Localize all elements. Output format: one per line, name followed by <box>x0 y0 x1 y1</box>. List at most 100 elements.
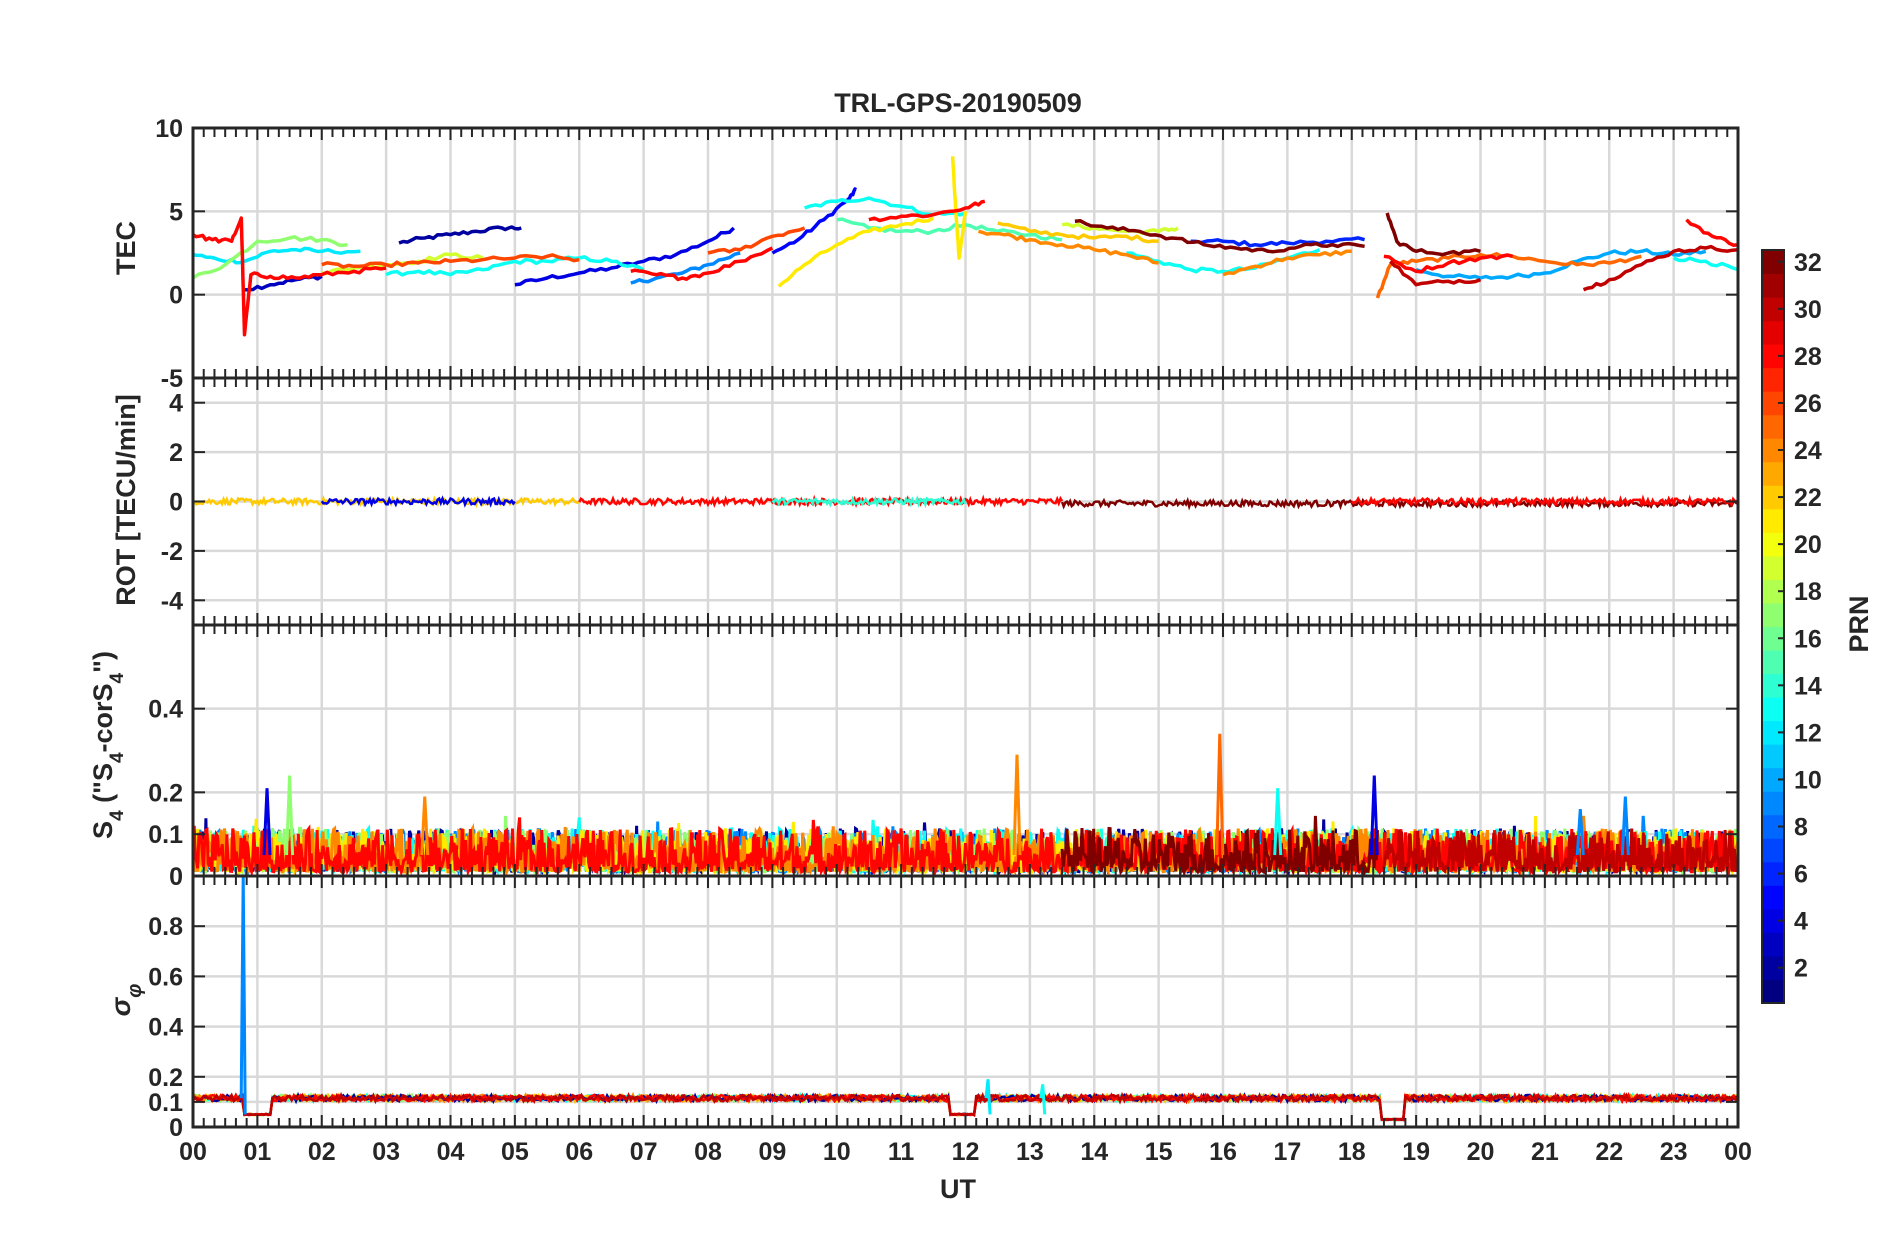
sigma-spike <box>1039 1084 1047 1115</box>
s4-peak <box>262 788 272 856</box>
tec-series-prn-13 <box>1672 256 1738 272</box>
s4-series-prn-32 <box>1060 815 1379 876</box>
colorbar-bin <box>1762 414 1784 439</box>
rot-series <box>578 494 1064 509</box>
colorbar-tick-label: 14 <box>1794 672 1822 700</box>
colorbar-bin <box>1762 273 1784 298</box>
colorbar-bin <box>1762 861 1784 886</box>
x-tick-label: 00 <box>1724 1138 1752 1166</box>
colorbar-bin <box>1762 885 1784 910</box>
sigma-spike <box>984 1079 992 1115</box>
y-tick-label: 0.1 <box>148 821 183 849</box>
y-tick-label: -4 <box>161 587 183 615</box>
x-tick-label: 23 <box>1660 1138 1688 1166</box>
x-tick-label: 04 <box>437 1138 465 1166</box>
y-tick-label: 0.8 <box>148 913 183 941</box>
tec-series-prn-30 <box>1389 260 1482 287</box>
rot-series <box>1350 494 1739 509</box>
sigma-panel: 00.10.2 0.4 0.6 0.8 <box>148 874 1740 1142</box>
colorbar-bin <box>1762 297 1784 322</box>
s4-peak <box>420 796 430 856</box>
s4-peak <box>1012 754 1022 856</box>
x-tick-label: 00 <box>179 1138 207 1166</box>
rot-series-group <box>192 494 1739 511</box>
y-tick-label: -5 <box>161 365 183 393</box>
x-tick-label: 12 <box>952 1138 980 1166</box>
colorbar-bin <box>1762 391 1784 416</box>
colorbar-border <box>1761 249 1785 1004</box>
tec-series-prn-25 <box>1375 252 1642 299</box>
x-axis: 00 01 02 03 04 05 06 07 08 09 10 11 12 13 14 15 16 17 18 19… <box>179 1138 1752 1166</box>
x-tick-label: 19 <box>1402 1138 1430 1166</box>
tec-series-prn-4 <box>514 226 736 287</box>
x-tick-label: 18 <box>1338 1138 1366 1166</box>
colorbar-bin <box>1762 532 1784 557</box>
colorbar-bin <box>1762 767 1784 792</box>
rot-axis-label: ROT [TECU/min] <box>111 394 141 605</box>
y-tick-label: 0.1 <box>148 1089 183 1117</box>
x-tick-label: 08 <box>694 1138 722 1166</box>
colorbar-bin <box>1762 461 1784 486</box>
colorbar-tick-label: 10 <box>1794 766 1822 794</box>
y-tick-label: 0.4 <box>148 1014 183 1042</box>
y-tick-label: 0 <box>169 863 183 891</box>
x-tick-label: 16 <box>1209 1138 1237 1166</box>
colorbar-bin <box>1762 367 1784 392</box>
tec-series-prn-21 <box>777 216 935 288</box>
rot-series <box>320 495 516 508</box>
colorbar-bin <box>1762 250 1784 275</box>
tec-series-prn-13 <box>385 255 645 277</box>
sigma-series-prn-30 <box>193 1091 1738 1121</box>
y-tick-label: 0.2 <box>148 1064 183 1092</box>
colorbar-bin <box>1762 555 1784 580</box>
tec-series-group <box>193 156 1738 337</box>
colorbar-bin <box>1762 438 1784 463</box>
tec-panel: -5 0 5 10 <box>155 115 1740 393</box>
tec-series-prn-24 <box>977 229 1159 265</box>
colorbar-bin <box>1762 697 1784 722</box>
tec-series-prn-28 <box>630 246 774 282</box>
s4-peak <box>1620 796 1630 856</box>
tec-series-prn-30 <box>1582 244 1738 292</box>
y-tick-label: 0 <box>169 489 183 517</box>
s4-peak <box>1215 733 1225 856</box>
colorbar-tick-label: 20 <box>1794 531 1822 559</box>
colorbar-bin <box>1762 908 1784 933</box>
x-tick-label: 13 <box>1016 1138 1044 1166</box>
tec-series-prn-32 <box>1074 219 1365 254</box>
x-axis-label: UT <box>940 1174 976 1204</box>
x-tick-label: 05 <box>501 1138 529 1166</box>
y-tick-label: 0 <box>169 282 183 310</box>
y-tick-label: -2 <box>161 538 183 566</box>
tec-series-prn-21 <box>950 156 968 260</box>
colorbar-bin <box>1762 344 1784 369</box>
colorbar-tick-label: 32 <box>1794 249 1822 277</box>
colorbar-tick-label: 8 <box>1794 814 1808 842</box>
y-tick-label: 2 <box>169 439 183 467</box>
x-tick-label: 20 <box>1467 1138 1495 1166</box>
x-tick-label: 22 <box>1595 1138 1623 1166</box>
y-tick-label: 5 <box>169 198 183 226</box>
y-tick-label: 0.6 <box>148 963 183 991</box>
rot-series <box>1060 496 1739 511</box>
tec-series-prn-2 <box>398 225 522 245</box>
sigma-spike <box>239 876 247 1115</box>
colorbar-bin <box>1762 955 1784 980</box>
x-tick-label: 11 <box>888 1138 915 1166</box>
y-tick-label: 0 <box>169 1114 183 1142</box>
x-tick-label: 06 <box>565 1138 593 1166</box>
tec-series-prn-32 <box>1385 212 1481 257</box>
y-tick-label: 0.4 <box>148 696 183 724</box>
rot-panel: -4 -2 0 2 4 <box>161 376 1740 627</box>
x-tick-label: 09 <box>758 1138 786 1166</box>
colorbar-bin <box>1762 838 1784 863</box>
colorbar-bin <box>1762 650 1784 675</box>
colorbar-tick-label: 30 <box>1794 296 1822 324</box>
tec-series-prn-28 <box>1383 253 1514 274</box>
x-tick-label: 03 <box>372 1138 400 1166</box>
colorbar-bin <box>1762 720 1784 745</box>
colorbar-bin <box>1762 744 1784 769</box>
tec-series-prn-24 <box>1222 249 1352 277</box>
colorbar-bin <box>1762 814 1784 839</box>
